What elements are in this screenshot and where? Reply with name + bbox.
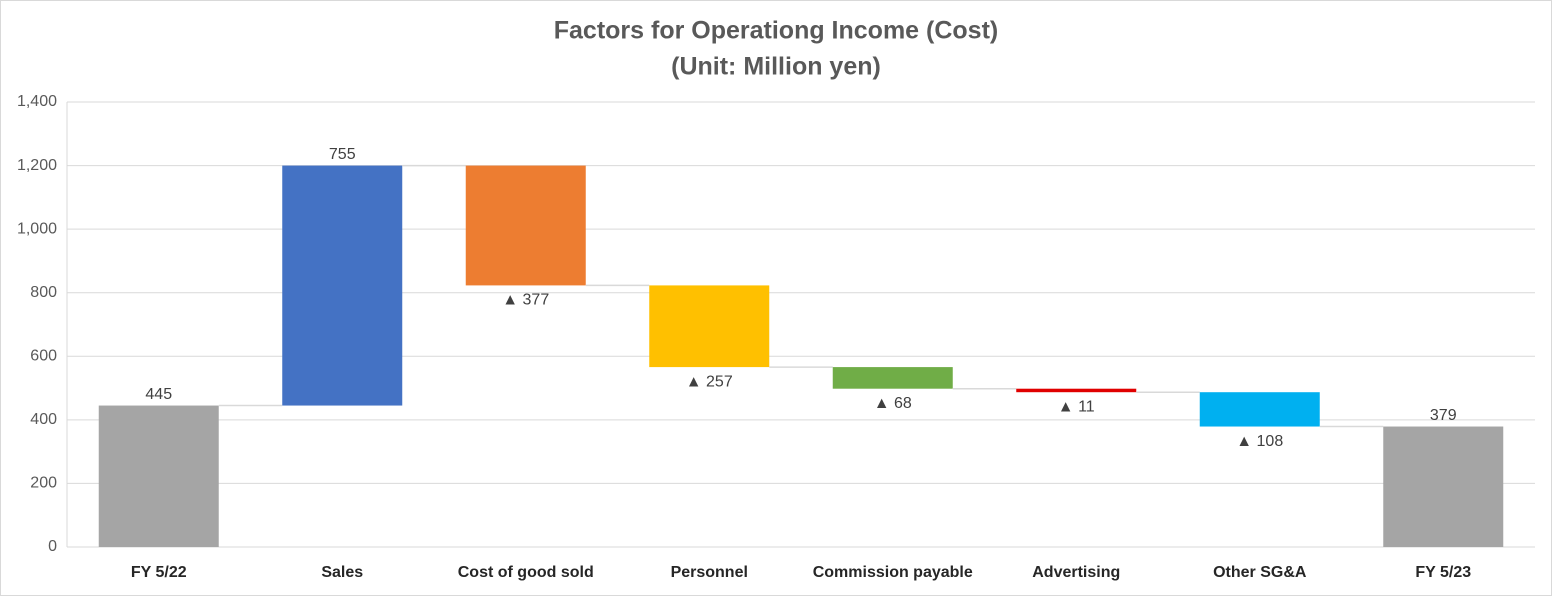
x-tick-label: Commission payable bbox=[813, 564, 973, 581]
chart-title: Factors for Operationg Income (Cost) bbox=[554, 17, 998, 45]
bar bbox=[465, 165, 586, 286]
y-tick-label: 1,200 bbox=[17, 157, 57, 174]
x-tick-label: Personnel bbox=[671, 564, 748, 581]
data-label: 379 bbox=[1430, 407, 1457, 424]
bar bbox=[1016, 388, 1137, 393]
y-tick-label: 400 bbox=[30, 411, 57, 428]
y-tick-label: 200 bbox=[30, 475, 57, 492]
y-tick-label: 1,400 bbox=[17, 93, 57, 110]
data-label: ▲ 108 bbox=[1236, 433, 1283, 450]
y-tick-label: 600 bbox=[30, 348, 57, 365]
bar bbox=[649, 285, 770, 368]
y-tick-label: 800 bbox=[30, 284, 57, 301]
bar bbox=[282, 165, 403, 406]
data-label: ▲ 257 bbox=[686, 373, 733, 390]
x-tick-label: Sales bbox=[321, 564, 363, 581]
y-tick-label: 1,000 bbox=[17, 220, 57, 237]
data-label: ▲ 68 bbox=[874, 395, 912, 412]
data-label: ▲ 11 bbox=[1058, 398, 1095, 415]
data-label: ▲ 377 bbox=[502, 292, 549, 309]
data-label: 445 bbox=[145, 386, 172, 403]
x-tick-label: FY 5/22 bbox=[131, 564, 187, 581]
bar bbox=[98, 405, 219, 547]
y-tick-label: 0 bbox=[48, 538, 57, 555]
chart-subtitle: (Unit: Million yen) bbox=[671, 53, 881, 81]
x-tick-label: Other SG&A bbox=[1213, 564, 1307, 581]
x-tick-label: FY 5/23 bbox=[1415, 564, 1471, 581]
data-label: 755 bbox=[329, 146, 356, 163]
x-tick-label: Cost of good sold bbox=[458, 564, 594, 581]
bar bbox=[1199, 392, 1320, 427]
x-tick-label: Advertising bbox=[1032, 564, 1120, 581]
bar bbox=[1383, 426, 1504, 547]
bar bbox=[832, 367, 953, 389]
